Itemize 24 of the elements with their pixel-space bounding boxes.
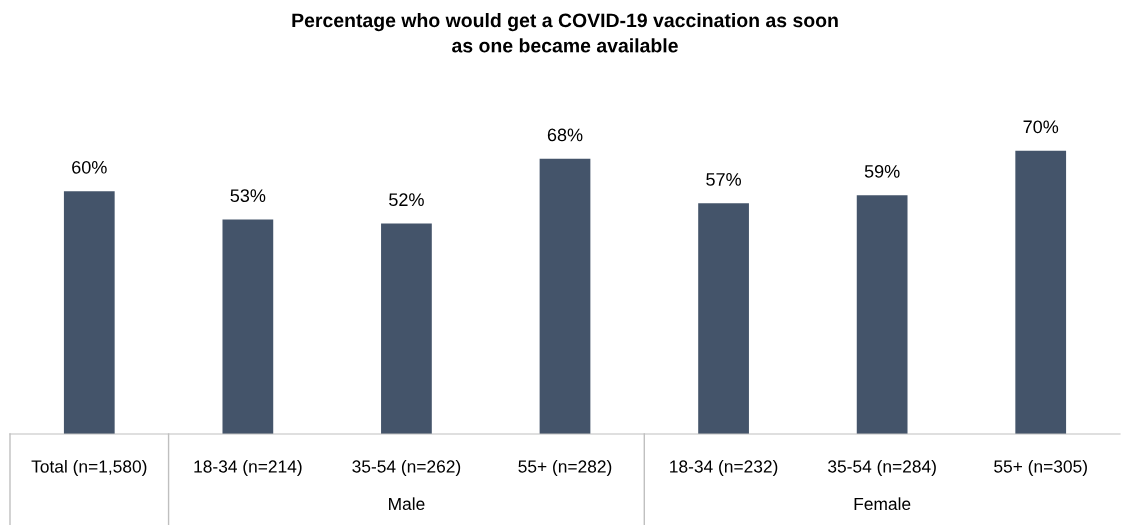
bar <box>63 191 115 434</box>
bar <box>856 195 908 434</box>
x-tick-label: 55+ (n=305) <box>994 459 1087 477</box>
bar <box>222 219 274 434</box>
bar <box>698 203 749 434</box>
bar <box>539 158 591 434</box>
data-label: 60% <box>72 160 107 174</box>
text: Female <box>854 497 911 511</box>
x-tick-label: Total (n=1,580) <box>31 459 147 477</box>
x-tick-label: 18-34 (n=214) <box>194 459 302 477</box>
bar <box>1015 150 1067 434</box>
data-label: 52% <box>389 193 424 207</box>
text: Male <box>389 497 425 511</box>
data-label: 68% <box>547 128 583 142</box>
data-label: 59% <box>864 164 900 178</box>
x-tick-label: 55+ (n=282) <box>518 459 612 477</box>
x-tick-label: 18-34 (n=232) <box>670 459 778 477</box>
chart-title: Percentage who would get a COVID-19 vaccination as soon as one became available <box>292 12 838 53</box>
bar <box>381 223 432 434</box>
data-label: 57% <box>706 173 741 186</box>
data-label: 70% <box>1023 120 1059 134</box>
x-tick-label: 35-54 (n=262) <box>352 459 461 477</box>
x-tick-label: 35-54 (n=284) <box>828 459 936 477</box>
data-label: 53% <box>230 189 266 203</box>
